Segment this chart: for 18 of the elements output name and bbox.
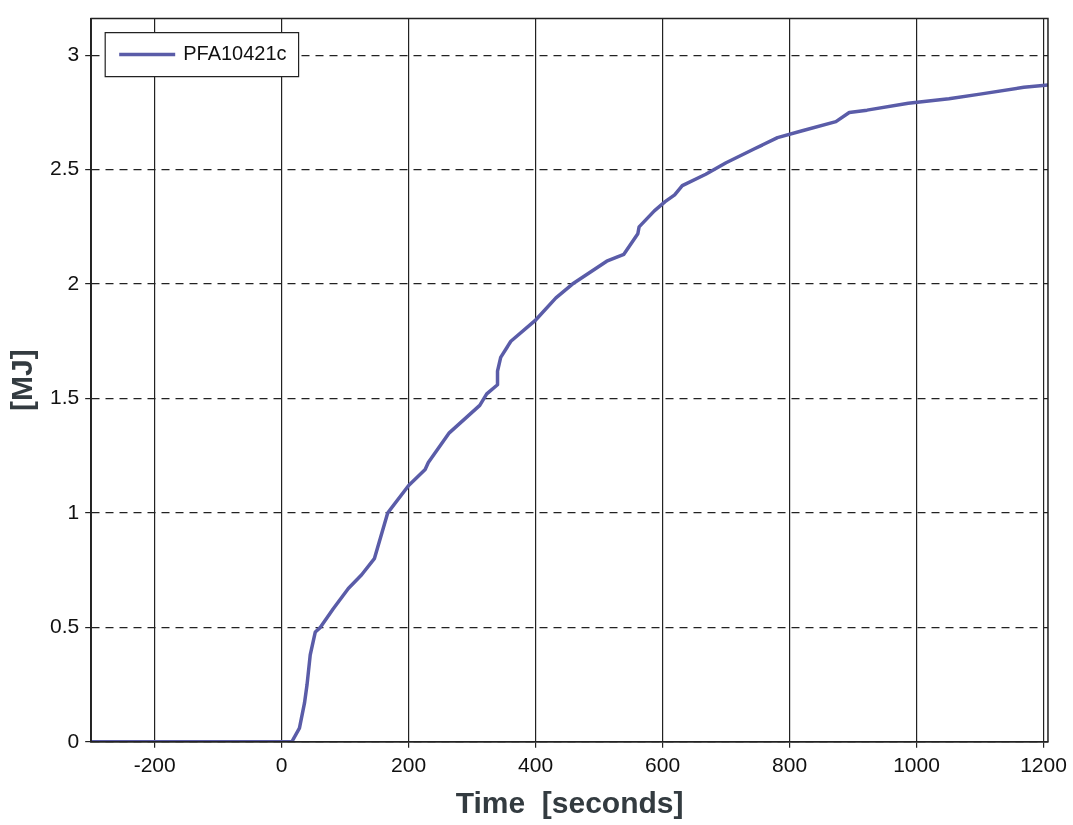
x-tick-label: 200 <box>391 753 427 777</box>
x-tick-label: 800 <box>772 753 808 777</box>
y-tick-label: 2.5 <box>49 156 80 180</box>
x-tick-label: 600 <box>645 753 681 777</box>
legend-label: PFA10421c <box>183 42 287 65</box>
y-axis-title: [MJ] <box>5 349 39 412</box>
y-tick-label: 3 <box>67 42 80 66</box>
x-tick-label: 1000 <box>893 753 940 777</box>
x-tick-label: 1200 <box>1020 753 1067 777</box>
y-tick-label: 1.5 <box>49 385 80 409</box>
x-tick-label: 400 <box>518 753 554 777</box>
y-tick-label: 0 <box>67 728 80 752</box>
y-tick-label: 2 <box>67 270 80 294</box>
x-axis-title: Time [seconds] <box>455 786 684 820</box>
y-tick-label: 0.5 <box>49 614 80 638</box>
x-tick-label: -200 <box>133 753 176 777</box>
y-tick-label: 1 <box>67 499 80 523</box>
x-tick-label: 0 <box>275 753 288 777</box>
